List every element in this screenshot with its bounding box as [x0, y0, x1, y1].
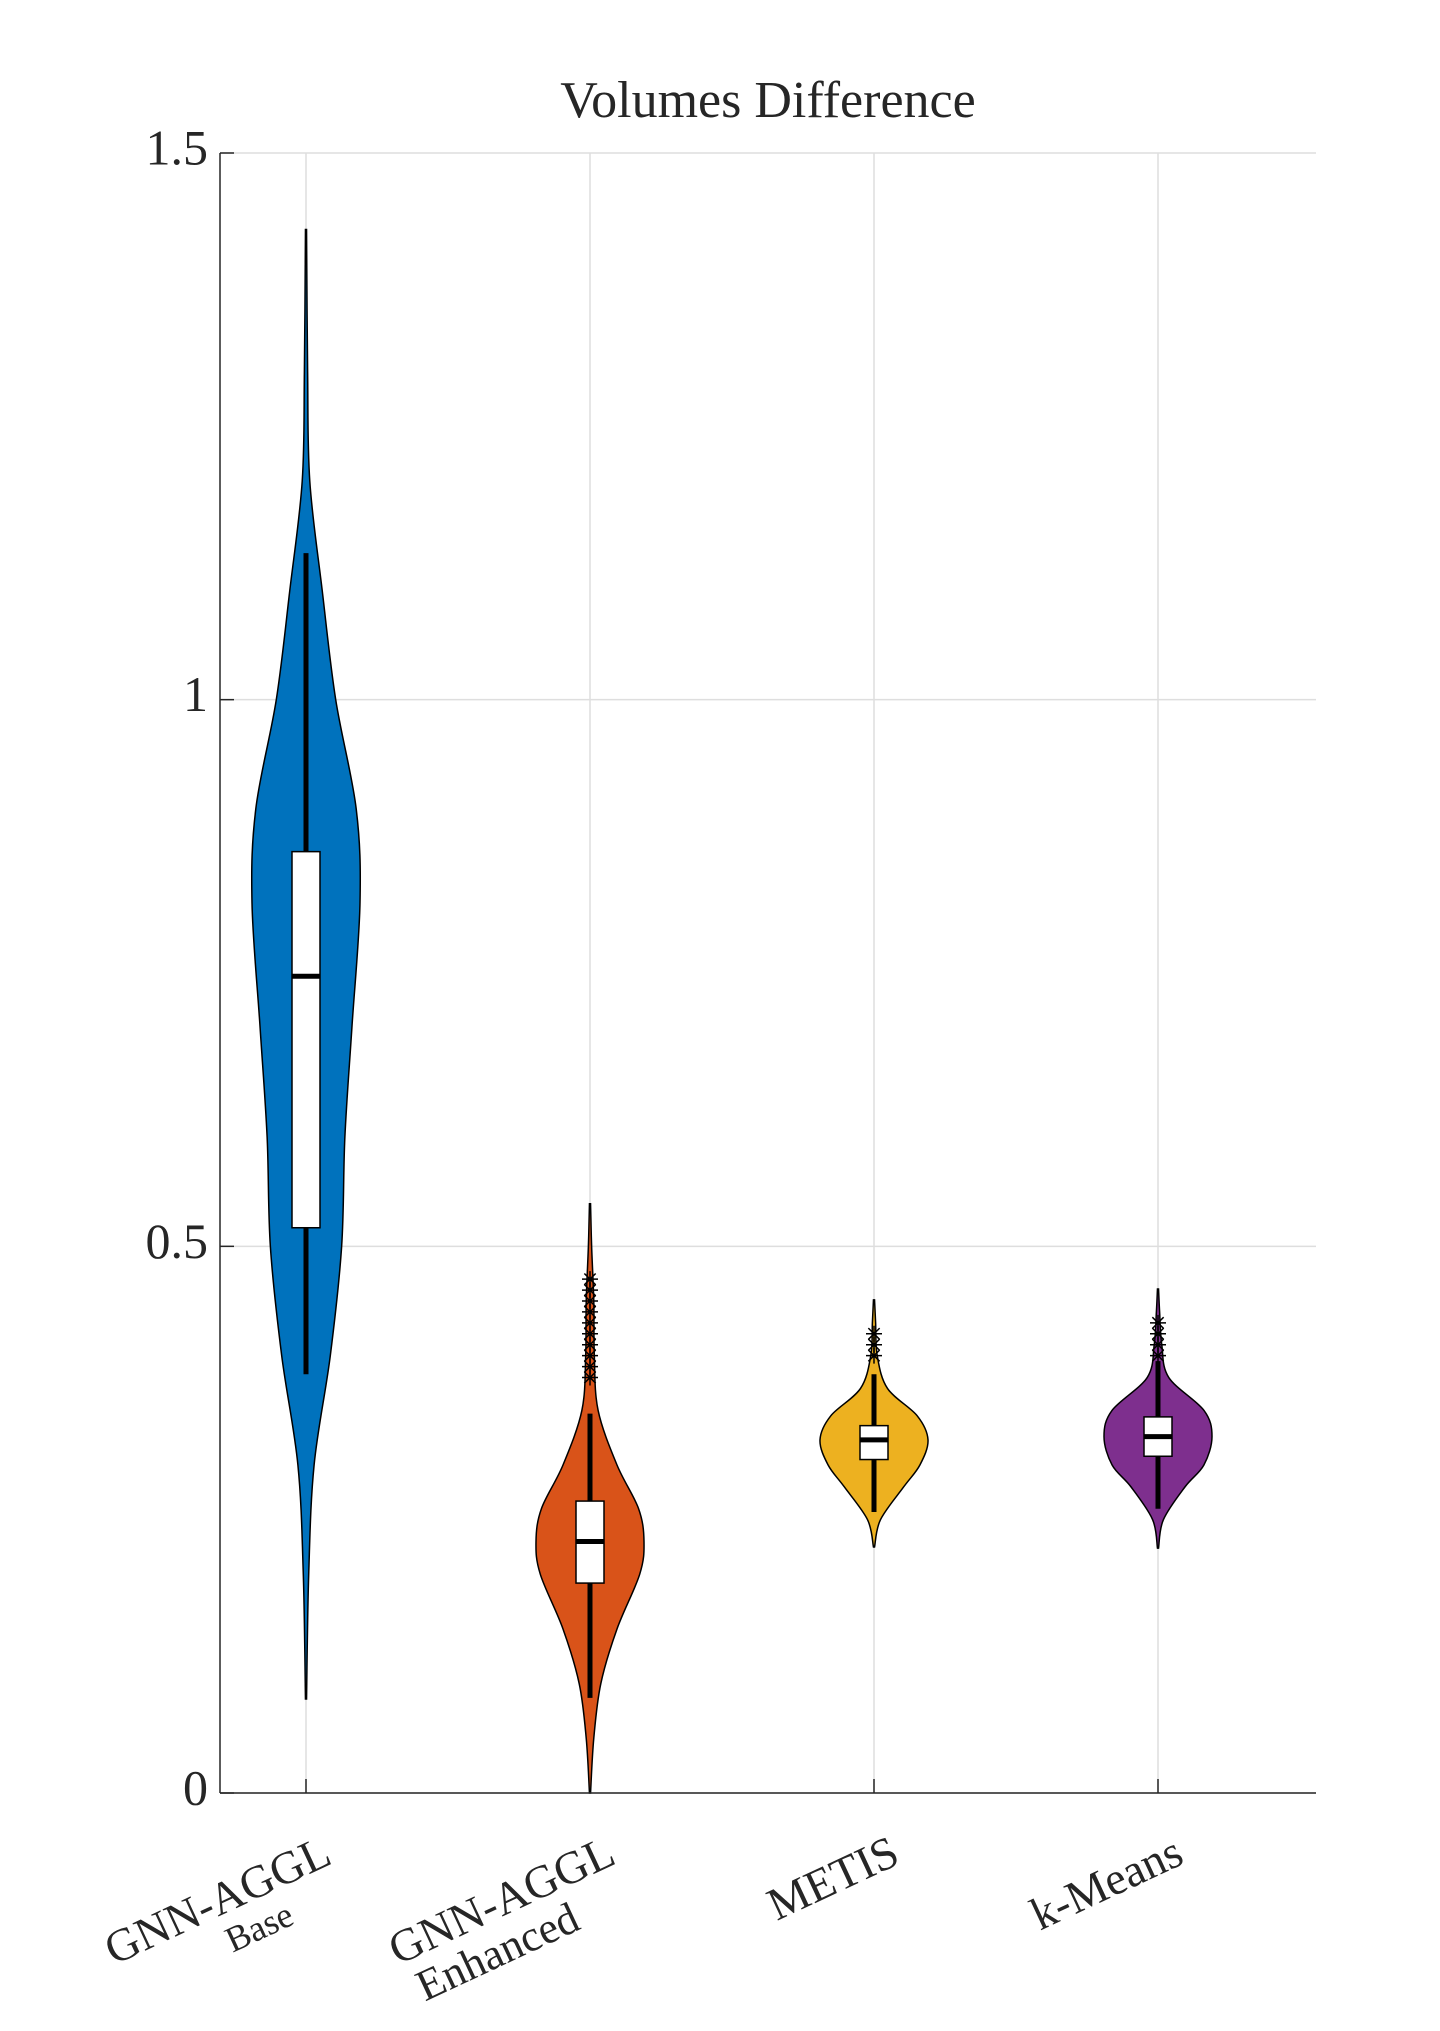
x-tick-label: METIS: [759, 1826, 906, 1931]
outlier: [1150, 1325, 1166, 1342]
outlier: [582, 1358, 598, 1375]
outlier: [866, 1347, 882, 1364]
x-tick-label: k-Means: [1023, 1826, 1190, 1940]
outlier: [582, 1282, 598, 1299]
box: [859, 1424, 889, 1461]
y-tick-label: 1: [183, 666, 208, 722]
outlier: [866, 1336, 882, 1353]
x-tick-label-line: k-Means: [1023, 1826, 1190, 1940]
outlier: [582, 1271, 598, 1288]
outlier: [582, 1314, 598, 1331]
x-tick-label-line: GNN-AGGL: [97, 1826, 339, 1975]
outlier: [582, 1369, 598, 1386]
y-tick-label: 0: [183, 1759, 208, 1815]
outlier: [866, 1325, 882, 1342]
outlier: [1150, 1314, 1166, 1331]
outlier: [1150, 1347, 1166, 1364]
outlier: [582, 1336, 598, 1353]
outlier: [582, 1325, 598, 1342]
y-tick-label: 1.5: [146, 119, 209, 175]
outlier: [582, 1293, 598, 1309]
outlier: [1150, 1336, 1166, 1353]
box: [291, 850, 321, 1229]
outlier: [582, 1347, 598, 1364]
outlier: [582, 1303, 598, 1320]
chart-title: Volumes Difference: [560, 72, 975, 129]
x-tick-label-line: METIS: [759, 1826, 906, 1931]
y-tick-label: 0.5: [146, 1213, 209, 1269]
